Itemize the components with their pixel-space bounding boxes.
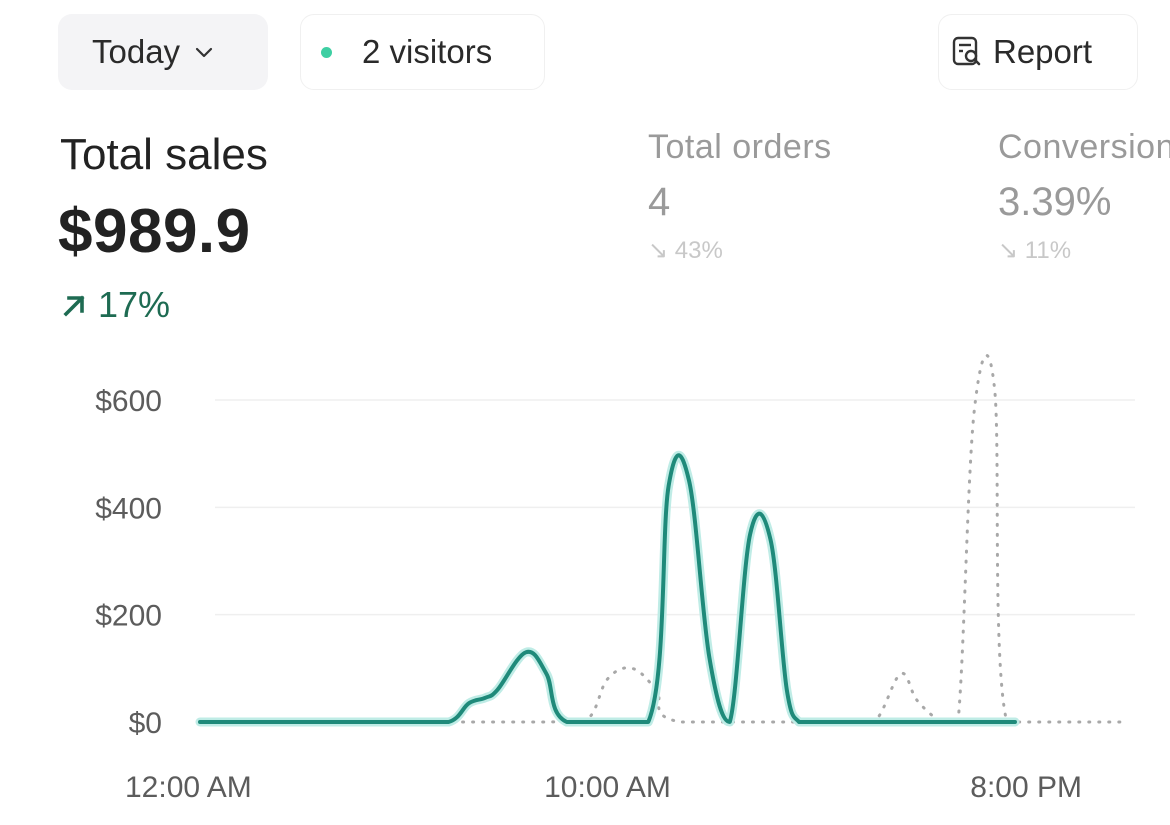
chart-grid	[215, 399, 1135, 616]
arrow-up-right-icon	[63, 295, 85, 317]
chevron-down-icon	[194, 45, 214, 59]
date-range-label: Today	[92, 33, 181, 70]
x-tick-label: 12:00 AM	[125, 771, 252, 804]
conversion-value: 3.39%	[998, 180, 1112, 224]
total-sales-label: Total sales	[60, 130, 268, 179]
x-tick-label: 10:00 AM	[544, 771, 671, 804]
report-button[interactable]: Report	[938, 14, 1138, 90]
y-tick-label: $0	[129, 707, 162, 740]
total-orders-change: ↘ 43%	[648, 237, 723, 264]
x-tick-label: 8:00 PM	[970, 771, 1082, 804]
conversion-label[interactable]: Conversion	[998, 128, 1170, 166]
current-period-line-glow	[195, 450, 1020, 727]
visitors-label: 2 visitors	[362, 33, 493, 70]
y-tick-label: $200	[95, 600, 162, 633]
total-sales-value: $989.9	[58, 197, 251, 266]
y-tick-label: $400	[95, 492, 162, 525]
total-orders-label[interactable]: Total orders	[648, 128, 832, 166]
total-sales-change-value: 17%	[98, 284, 171, 325]
sales-chart: $600 $400 $200 $0 12:00 AM 10:00 AM 8:00 PM	[95, 353, 1135, 804]
date-range-selector[interactable]: Today	[58, 14, 268, 90]
y-axis: $600 $400 $200 $0	[95, 385, 162, 740]
chart-series	[195, 353, 1123, 727]
y-tick-label: $600	[95, 385, 162, 418]
conversion-change: ↘ 11%	[998, 237, 1072, 264]
live-dot-icon	[321, 46, 332, 58]
total-orders-value: 4	[648, 180, 671, 224]
live-visitors-button[interactable]: 2 visitors	[300, 14, 545, 90]
current-period-line	[198, 453, 1017, 725]
report-icon	[949, 34, 985, 70]
report-label: Report	[993, 33, 1093, 70]
total-sales-change: 17%	[60, 284, 170, 326]
x-axis: 12:00 AM 10:00 AM 8:00 PM	[125, 771, 1082, 804]
